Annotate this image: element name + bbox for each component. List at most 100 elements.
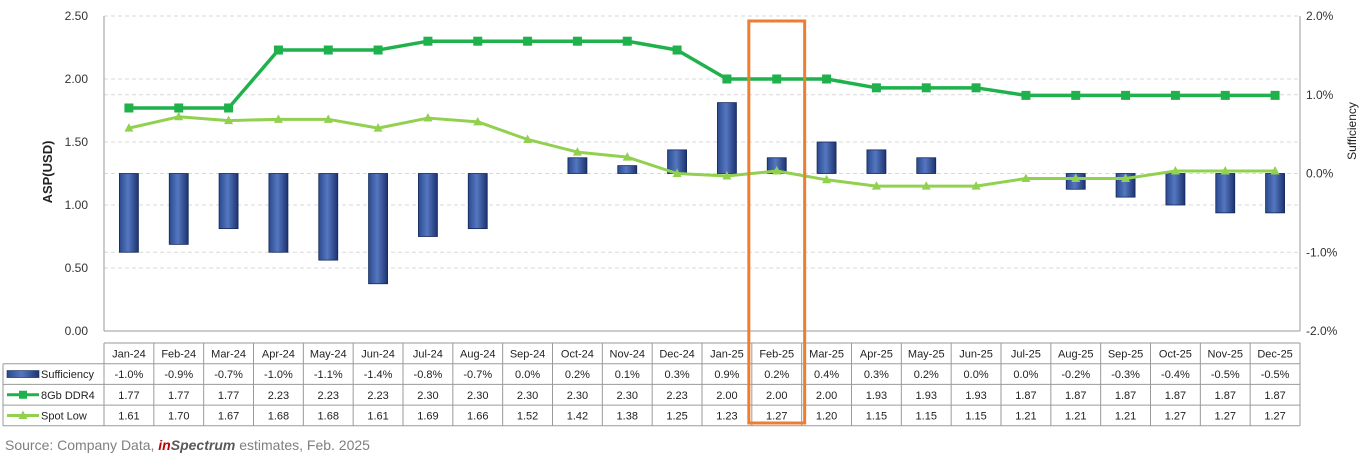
data-label: 1.87 bbox=[1065, 390, 1086, 402]
sufficiency-bar bbox=[1265, 173, 1285, 214]
ddr4-marker bbox=[373, 45, 383, 55]
data-label: 0.1% bbox=[615, 369, 640, 381]
ddr4-marker bbox=[622, 36, 632, 46]
sufficiency-bar bbox=[1165, 173, 1186, 206]
sufficiency-bar bbox=[119, 173, 139, 253]
data-label: 1.93 bbox=[866, 390, 887, 402]
x-tick-label: Nov-25 bbox=[1208, 348, 1243, 360]
ddr4-marker bbox=[921, 83, 931, 93]
x-tick-label: Apr-25 bbox=[860, 348, 893, 360]
spot-low-marker bbox=[921, 181, 931, 190]
sufficiency-bar bbox=[567, 157, 588, 174]
x-tick-label: Aug-24 bbox=[460, 348, 495, 360]
data-label: 0.2% bbox=[565, 369, 590, 381]
price-lines bbox=[124, 36, 1280, 190]
spot-low-marker bbox=[423, 113, 433, 122]
data-label: 2.30 bbox=[417, 390, 438, 402]
data-label: -0.7% bbox=[463, 369, 492, 381]
legend-key-sufficiency bbox=[6, 370, 40, 378]
ddr4-marker bbox=[1071, 90, 1081, 100]
data-label: 0.3% bbox=[665, 369, 690, 381]
data-label: 2.00 bbox=[716, 390, 737, 402]
data-label: 1.27 bbox=[1264, 410, 1285, 422]
data-label: 1.15 bbox=[916, 410, 937, 422]
data-label: 1.68 bbox=[268, 410, 289, 422]
ddr4-line bbox=[128, 39, 1276, 110]
x-tick-label: May-24 bbox=[310, 348, 347, 360]
spot-low-line bbox=[128, 115, 1276, 188]
sufficiency-bar bbox=[418, 173, 438, 237]
data-label: 1.66 bbox=[467, 410, 488, 422]
data-label: 0.4% bbox=[814, 369, 839, 381]
spot-low-marker bbox=[622, 152, 632, 161]
data-label: 1.21 bbox=[1015, 410, 1036, 422]
data-label: -0.8% bbox=[414, 369, 443, 381]
data-label: -0.7% bbox=[214, 369, 243, 381]
y2-tick-label: -2.0% bbox=[1306, 324, 1338, 338]
x-tick-label: Jun-25 bbox=[959, 348, 993, 360]
data-label: 1.27 bbox=[766, 410, 787, 422]
x-tick-label: Mar-25 bbox=[809, 348, 844, 360]
gridlines bbox=[104, 15, 1300, 269]
ddr4-marker bbox=[174, 103, 184, 113]
y-tick-label: 1.50 bbox=[65, 135, 89, 149]
x-tick-label: Jan-25 bbox=[710, 348, 744, 360]
legend-label: Spot Low bbox=[41, 410, 87, 422]
sufficiency-bar bbox=[816, 141, 837, 174]
spot-low-marker bbox=[523, 134, 533, 143]
data-label: 1.77 bbox=[168, 390, 189, 402]
spot-low-marker bbox=[772, 165, 782, 175]
y2-tick-label: 0.0% bbox=[1306, 167, 1334, 181]
data-label: 1.87 bbox=[1115, 390, 1136, 402]
spot-low-marker bbox=[1270, 165, 1280, 175]
data-label: 1.20 bbox=[816, 410, 837, 422]
ddr4-marker bbox=[224, 103, 234, 113]
spot-low-marker bbox=[1170, 165, 1180, 175]
data-label: 1.52 bbox=[517, 410, 538, 422]
highlight-box bbox=[747, 19, 807, 425]
data-label: 2.00 bbox=[766, 390, 787, 402]
highlight-rect bbox=[747, 19, 807, 425]
data-label: 1.15 bbox=[866, 410, 887, 422]
sufficiency-bar bbox=[368, 173, 388, 285]
y-tick-label: 0.50 bbox=[65, 261, 89, 275]
x-tick-label: Oct-25 bbox=[1159, 348, 1192, 360]
data-label: 2.30 bbox=[617, 390, 638, 402]
sufficiency-bar bbox=[1215, 173, 1236, 214]
data-label: 1.38 bbox=[617, 410, 638, 422]
x-tick-label: Dec-24 bbox=[659, 348, 694, 360]
data-label: -0.4% bbox=[1161, 369, 1190, 381]
y2-axis-title: Sufficiency bbox=[1345, 102, 1359, 160]
data-label: 1.27 bbox=[1215, 410, 1236, 422]
data-label: 2.23 bbox=[666, 390, 687, 402]
y-tick-label: 1.00 bbox=[65, 198, 89, 212]
data-label: 1.77 bbox=[118, 390, 139, 402]
x-tick-label: Jul-25 bbox=[1011, 348, 1041, 360]
ddr4-marker bbox=[473, 36, 483, 46]
data-label: -1.0% bbox=[264, 369, 293, 381]
data-label: 1.67 bbox=[218, 410, 239, 422]
sufficiency-bars bbox=[119, 102, 1285, 285]
data-label: 1.61 bbox=[367, 410, 388, 422]
source-brand-in: in bbox=[158, 437, 171, 453]
data-label: 0.0% bbox=[964, 369, 989, 381]
ddr4-marker bbox=[672, 45, 682, 55]
ddr4-marker bbox=[323, 45, 333, 55]
sufficiency-bar bbox=[168, 173, 189, 245]
data-label: 1.42 bbox=[567, 410, 588, 422]
x-tick-label: Nov-24 bbox=[610, 348, 645, 360]
ddr4-marker bbox=[273, 45, 283, 55]
data-label: -1.0% bbox=[115, 369, 144, 381]
sufficiency-bar bbox=[268, 173, 289, 253]
legend-key-marker bbox=[19, 390, 27, 399]
data-label: -1.1% bbox=[314, 369, 343, 381]
sufficiency-bar bbox=[916, 157, 937, 174]
legend-label: 8Gb DDR4 bbox=[41, 390, 95, 402]
data-label: 2.23 bbox=[318, 390, 339, 402]
legend-label: Sufficiency bbox=[41, 369, 94, 381]
data-label: 0.0% bbox=[515, 369, 540, 381]
data-label: 2.30 bbox=[517, 390, 538, 402]
data-label: 1.61 bbox=[118, 410, 139, 422]
ddr4-marker bbox=[1220, 90, 1230, 100]
data-label: 1.69 bbox=[417, 410, 438, 422]
